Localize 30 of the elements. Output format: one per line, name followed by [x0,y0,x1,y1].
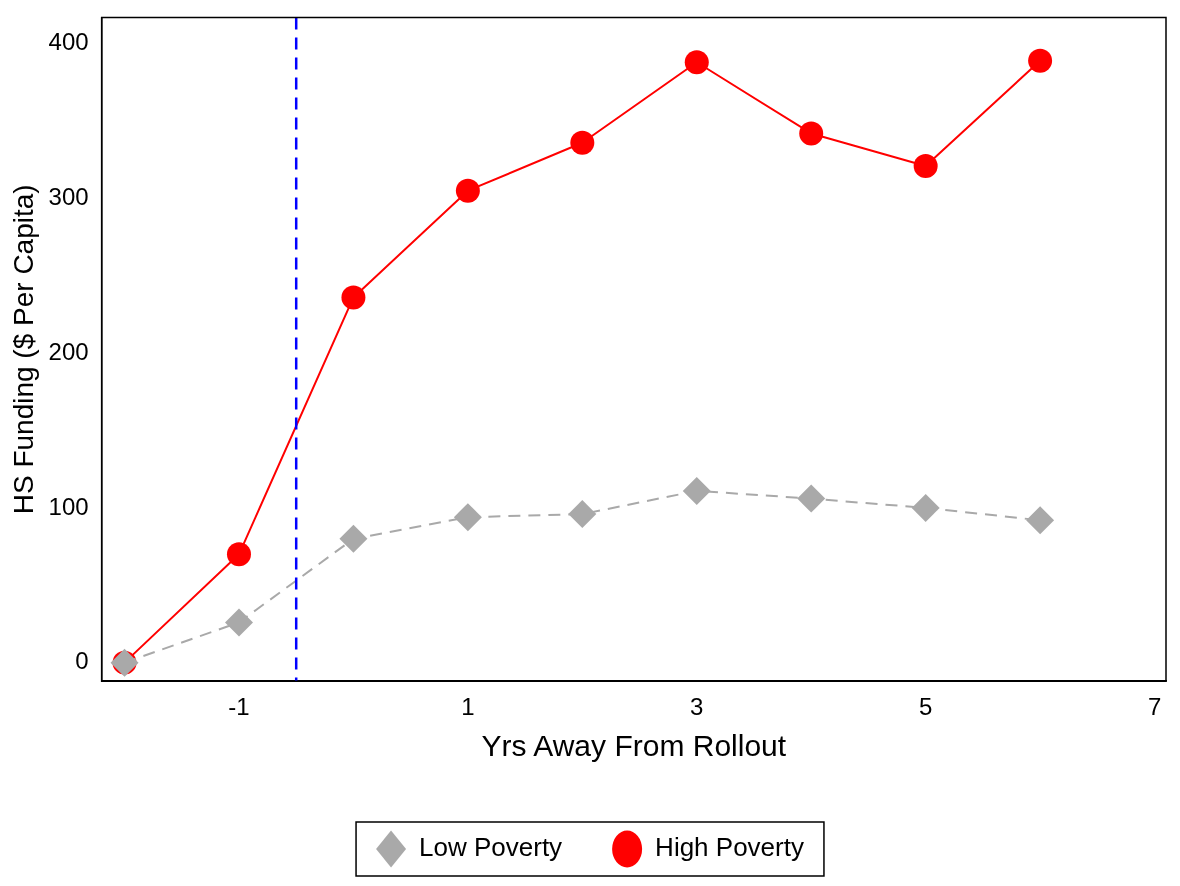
point [911,493,940,522]
point [797,484,826,513]
y-tick-label: 200 [48,337,89,365]
point [224,608,253,637]
y-tick-label: 0 [75,647,89,675]
y-tick-label: 300 [48,183,89,211]
point [568,500,597,529]
point [226,542,251,567]
legend-label: High Poverty [655,832,804,863]
x-axis-title: Yrs Away From Rollout [481,729,787,763]
y-tick-label: 400 [48,28,89,56]
point [682,476,711,505]
x-tick-label: 5 [918,693,933,721]
point [455,178,480,203]
point [570,130,595,155]
x-tick-label: 1 [461,693,475,721]
y-tick-label: 100 [48,492,89,520]
point [799,121,824,146]
x-tick-label: -1 [228,693,250,721]
x-tick-label: 7 [1147,693,1162,721]
point [453,503,482,532]
y-axis-title: HS Funding ($ Per Capita) [7,184,39,515]
point [684,50,709,75]
point [913,153,938,178]
point [341,285,366,310]
point [1026,506,1055,535]
x-tick-label: 3 [690,693,704,721]
legend-label: Low Poverty [419,832,563,863]
point [1028,48,1053,73]
point [339,524,368,553]
